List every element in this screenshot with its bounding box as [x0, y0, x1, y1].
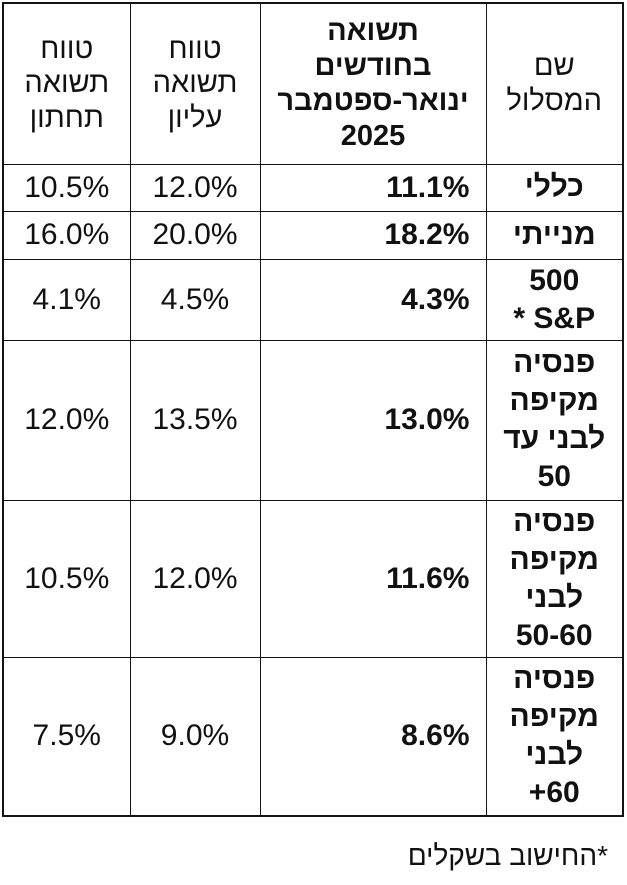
lower-range-cell: 4.1%	[2, 258, 131, 341]
table-row: 500 S&P * 4.3% 4.5% 4.1%	[2, 258, 624, 341]
return-value-cell: 11.6%	[259, 499, 487, 659]
pension-returns-table: שם המסלול תשואה בחודשים ינואר-ספטמבר 202…	[2, 2, 624, 817]
return-value-cell: 4.3%	[259, 258, 487, 341]
track-name-cell: פנסיה מקיפה לבני 60+	[485, 657, 624, 817]
lower-range-cell: 7.5%	[2, 657, 131, 817]
table-row: פנסיה מקיפה לבני 50-60 11.6% 12.0% 10.5%	[2, 499, 624, 659]
col-header-track-name: שם המסלול	[485, 2, 624, 165]
upper-range-cell: 12.0%	[129, 163, 261, 212]
return-header-year: 2025	[340, 119, 406, 152]
col-header-return-jan-sep: תשואה בחודשים ינואר-ספטמבר 2025	[259, 2, 487, 165]
track-name-cell: 500 S&P *	[485, 258, 624, 341]
upper-range-cell: 4.5%	[129, 258, 261, 341]
track-name-cell: פנסיה מקיפה לבני 50-60	[485, 499, 624, 659]
lower-range-cell: 10.5%	[2, 163, 131, 212]
upper-range-cell: 20.0%	[129, 210, 261, 260]
table-row: פנסיה מקיפה לבני עד 50 13.0% 13.5% 12.0%	[2, 339, 624, 501]
table-row: מנייתי 18.2% 20.0% 16.0%	[2, 210, 624, 260]
track-name-cell: מנייתי	[485, 210, 624, 260]
upper-range-header-label: טווח תשואה עליון	[152, 32, 238, 135]
lower-range-cell: 12.0%	[2, 339, 131, 501]
lower-range-cell: 10.5%	[2, 499, 131, 659]
col-header-upper-range: טווח תשואה עליון	[129, 2, 261, 165]
return-value-cell: 11.1%	[259, 163, 487, 212]
upper-range-cell: 12.0%	[129, 499, 261, 659]
table-row: פנסיה מקיפה לבני 60+ 8.6% 9.0% 7.5%	[2, 657, 624, 817]
table-body: כללי 11.1% 12.0% 10.5% מנייתי 18.2% 20.0% 16.0%…	[2, 163, 624, 817]
return-value-cell: 18.2%	[259, 210, 487, 260]
return-value-cell: 8.6%	[259, 657, 487, 817]
track-name-cell: פנסיה מקיפה לבני עד 50	[485, 339, 624, 501]
return-value-cell: 13.0%	[259, 339, 487, 501]
track-name-cell: כללי	[485, 163, 624, 212]
lower-range-cell: 16.0%	[2, 210, 131, 260]
footnote: *החישוב בשקלים	[407, 839, 608, 871]
col-header-lower-range: טווח תשואה תחתון	[2, 2, 131, 165]
track-name-header-label: שם המסלול	[506, 49, 603, 117]
lower-range-header-label: טווח תשואה תחתון	[24, 32, 110, 135]
table-header: שם המסלול תשואה בחודשים ינואר-ספטמבר 202…	[2, 2, 624, 165]
table-row: כללי 11.1% 12.0% 10.5%	[2, 163, 624, 212]
upper-range-cell: 13.5%	[129, 339, 261, 501]
upper-range-cell: 9.0%	[129, 657, 261, 817]
return-header-label: תשואה בחודשים ינואר-ספטמבר	[277, 15, 469, 117]
header-row: שם המסלול תשואה בחודשים ינואר-ספטמבר 202…	[2, 2, 624, 165]
